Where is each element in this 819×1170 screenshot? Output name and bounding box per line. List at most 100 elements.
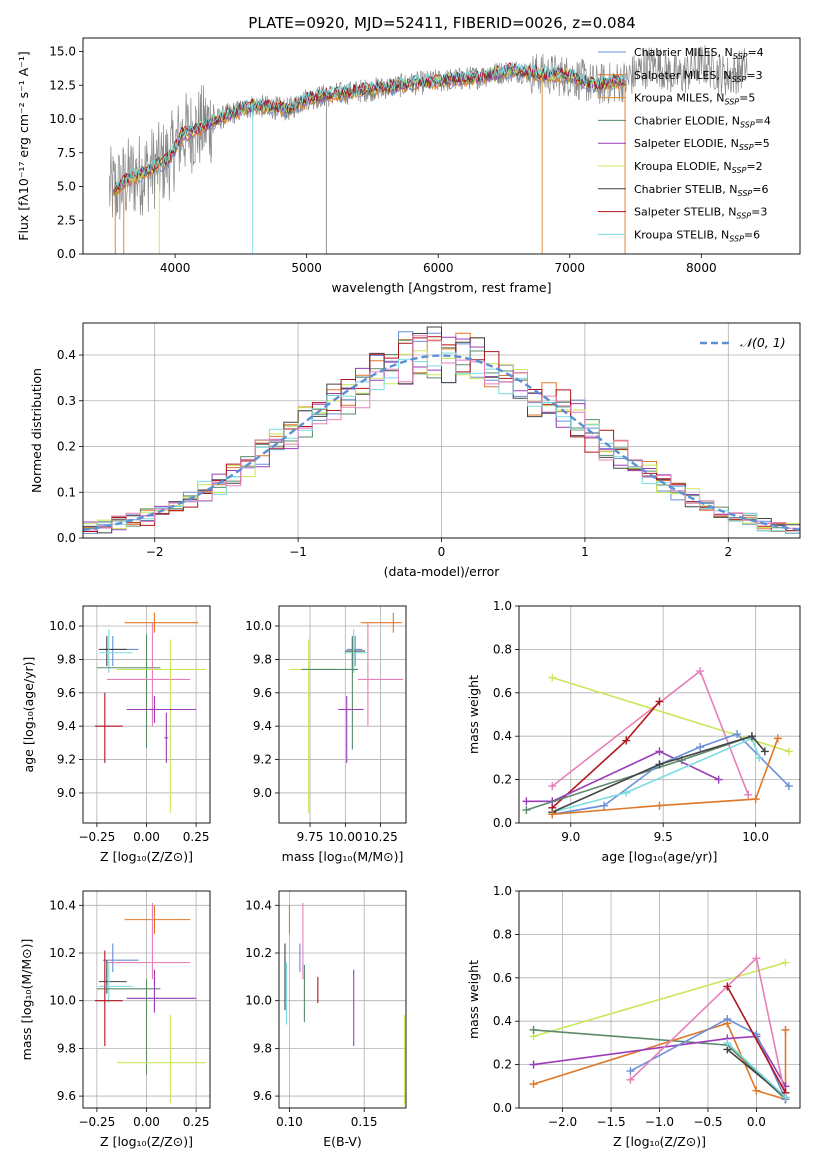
mass-weight-line [552, 733, 790, 816]
y-tick-label: 0.8 [493, 927, 512, 941]
axes-frame [278, 605, 407, 824]
x-axis-label: mass [log₁₀(M/M⊙)] [282, 849, 404, 864]
normal-curve [83, 354, 800, 532]
panel-1: −2 −1 0 1 2 0.0 0.1 0.2 0.3 0.4 (data-model)/error… [29, 322, 801, 579]
legend-subscript: SSP [733, 52, 748, 61]
y-tick-label: 9.8 [57, 1041, 76, 1055]
errorbar-point [343, 629, 368, 673]
legend-entry: Chabrier STELIB, NSSP=6 [634, 183, 768, 198]
plus-marker [529, 1080, 538, 1089]
legend-subscript: SSP [740, 120, 755, 129]
x-axis-label: Z [log₁₀(Z/Z⊙)] [100, 1134, 193, 1149]
x-tick-label: 9.75 [297, 830, 324, 844]
y-tick-label: 12.5 [49, 78, 76, 92]
errorbar-point [94, 692, 123, 763]
plus-marker [548, 782, 557, 791]
x-tick-label: 4000 [160, 261, 191, 275]
y-tick-label: 1.0 [493, 599, 512, 613]
plus-marker [733, 730, 742, 739]
legend-count: =4 [747, 46, 763, 59]
plot-area [94, 612, 207, 813]
plus-marker [723, 1038, 732, 1047]
y-tick-label: 9.6 [253, 1089, 272, 1103]
x-tick-label: 0.00 [133, 830, 160, 844]
errorbar-point [301, 636, 359, 750]
plus-marker [755, 753, 764, 762]
y-tick-label: 9.0 [253, 786, 272, 800]
legend-name: Salpeter ELODIE, N [634, 137, 739, 150]
x-axis-label: wavelength [Angstrom, rest frame] [331, 280, 551, 295]
errorbar-point [98, 960, 127, 994]
plus-marker [723, 1015, 732, 1024]
y-tick-label: 5.0 [57, 180, 76, 194]
y-tick-label: 9.6 [57, 686, 76, 700]
legend-name: Kroupa MILES, N [634, 92, 724, 105]
plot-area [288, 612, 404, 813]
x-tick-label: 0.25 [183, 1115, 210, 1129]
y-tick-label: 7.5 [57, 146, 76, 160]
plus-marker [696, 667, 705, 676]
x-tick-label: 0.00 [133, 1115, 160, 1129]
legend-count: =3 [751, 206, 767, 219]
plot-area [83, 326, 800, 534]
legend-entry: Chabrier MILES, NSSP=4 [634, 46, 764, 61]
y-tick-label: 0.8 [493, 642, 512, 656]
axes-frame [518, 605, 801, 824]
plus-marker [781, 1025, 790, 1034]
legend-subscript: SSP [739, 143, 754, 152]
x-tick-label: −0.25 [79, 1115, 116, 1129]
plus-marker [600, 801, 609, 810]
y-axis-label: Normed distribution [29, 368, 44, 493]
plus-marker [781, 1093, 790, 1102]
errorbar-point [102, 636, 139, 667]
legend-entry: Salpeter STELIB, NSSP=3 [634, 206, 767, 221]
plus-marker [529, 1060, 538, 1069]
axes-frame [82, 37, 801, 255]
x-tick-label: −0.5 [693, 1115, 722, 1129]
y-tick-label: 10.0 [49, 619, 76, 633]
y-tick-label: 0.6 [493, 971, 512, 985]
plus-marker [655, 801, 664, 810]
x-axis-label: age [log₁₀(age/yr)] [602, 849, 718, 864]
x-tick-label: 5000 [291, 261, 322, 275]
y-tick-label: 9.6 [253, 686, 272, 700]
y-tick-label: 0.2 [493, 773, 512, 787]
legend-entry: Chabrier ELODIE, NSSP=4 [634, 114, 771, 129]
plus-marker [626, 1075, 635, 1084]
plus-marker [522, 805, 531, 814]
errorbar-point [126, 696, 197, 723]
y-tick-label: 0.0 [493, 816, 512, 830]
panel-2: −0.25 0.00 0.25 9.0 9.2 9.4 9.6 9.8 10.0 Z [log₁₀… [21, 605, 211, 864]
x-tick-label: −0.25 [79, 830, 116, 844]
errorbar-point [164, 712, 169, 763]
legend-count: =2 [746, 160, 762, 173]
x-tick-label: 10.00 [328, 830, 362, 844]
mass-weight-line [726, 1042, 787, 1098]
y-tick-label: 10.2 [49, 946, 76, 960]
errorbar-point [94, 950, 123, 1046]
plus-marker [622, 736, 631, 745]
x-tick-label: 0.15 [351, 1115, 378, 1129]
legend-name: Chabrier STELIB, N [634, 183, 738, 196]
x-tick-label: 2 [724, 545, 732, 559]
mass-weight-line [533, 1035, 787, 1087]
mass-weight-line [551, 735, 766, 813]
errorbar-point [106, 902, 191, 980]
y-tick-label: 9.8 [253, 652, 272, 666]
legend-name: Salpeter STELIB, N [634, 206, 736, 219]
y-tick-label: 0.0 [493, 1101, 512, 1115]
legend-subscript: SSP [732, 166, 747, 175]
y-axis-label: mass weight [466, 960, 481, 1039]
panel-7: −2.0 −1.5 −1.0 −0.5 0.0 0.0 0.2 0.4 0.6 0.8 1.0 Z [… [466, 884, 801, 1149]
plus-marker [781, 958, 790, 967]
panel-4: 9.0 9.5 10.0 0.0 0.2 0.4 0.6 0.8 1.0 age [log₁₀(a… [466, 599, 801, 864]
figure-title: PLATE=0920, MJD=52411, FIBERID=0026, z=0… [248, 14, 635, 32]
x-axis-label: Z [log₁₀(Z/Z⊙)] [613, 1134, 706, 1149]
y-tick-label: 10.0 [245, 619, 272, 633]
legend-name: Kroupa STELIB, N [634, 228, 729, 241]
legend-subscript: SSP [732, 75, 747, 84]
y-tick-label: 0.6 [493, 686, 512, 700]
y-axis-label: mass weight [466, 675, 481, 754]
x-tick-label: −1.0 [645, 1115, 674, 1129]
legend-count: =3 [746, 69, 762, 82]
